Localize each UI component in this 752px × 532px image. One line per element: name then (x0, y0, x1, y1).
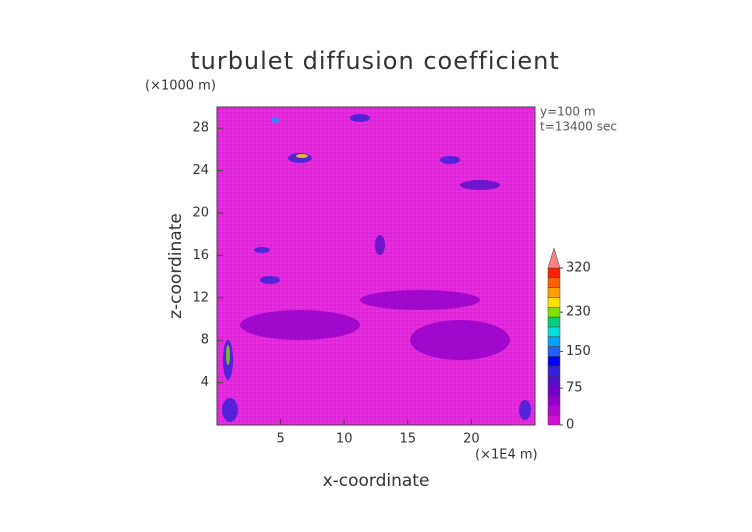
colorbar-segment (547, 375, 561, 386)
x-tick-label: 5 (276, 432, 284, 447)
y-tick-label: 20 (192, 206, 209, 221)
field-feature (519, 400, 531, 420)
colorbar-segment (547, 365, 561, 377)
x-tick-label: 15 (400, 432, 417, 447)
colorbar-segment (547, 336, 561, 347)
plot-frame (216, 106, 536, 426)
colorbar-segment (547, 395, 561, 406)
field-feature (226, 345, 230, 365)
field-feature (240, 310, 360, 340)
y-tick-label: 16 (192, 248, 209, 263)
colorbar-segment (547, 277, 561, 288)
y-tick-label: 12 (192, 290, 209, 305)
colorbar-tick-label: 230 (566, 305, 591, 320)
colorbar-tick-label: 320 (566, 261, 591, 276)
y-unit-label: (×1000 m) (145, 79, 216, 94)
heatmap-field (217, 107, 535, 425)
annotation: t=13400 sec (540, 120, 617, 134)
colorbar-segment (547, 316, 561, 328)
colorbar-segment (547, 346, 561, 357)
field-feature (375, 235, 385, 255)
y-tick-label: 8 (201, 333, 209, 348)
colorbar-segment (547, 385, 561, 396)
colorbar-tick-label: 0 (566, 418, 574, 433)
field-feature (260, 276, 280, 284)
y-tick-label: 4 (201, 375, 209, 390)
y-axis-label: z-coordinate (166, 213, 186, 319)
colorbar-tick-label: 150 (566, 344, 591, 359)
field-feature (254, 247, 270, 253)
field-feature (296, 154, 308, 158)
field-feature (222, 398, 238, 422)
x-tick-label: 10 (336, 432, 353, 447)
colorbar-segment (547, 326, 561, 337)
colorbar-segment (547, 356, 561, 367)
annotation: y=100 m (540, 105, 596, 119)
colorbar-segment (547, 414, 561, 426)
field-feature (271, 117, 279, 123)
field-feature (350, 114, 370, 122)
x-axis-label: x-coordinate (323, 471, 430, 491)
colorbar-segment (547, 267, 561, 279)
colorbar-segment (547, 307, 561, 318)
colorbar-extend (547, 247, 561, 269)
field-feature (440, 156, 460, 164)
x-tick-label: 20 (463, 432, 480, 447)
chart-title: turbulet diffusion coefficient (190, 47, 560, 75)
field-feature (460, 180, 500, 190)
colorbar-segment (547, 287, 561, 298)
y-tick-label: 24 (192, 163, 209, 178)
colorbar-segment (547, 297, 561, 308)
colorbar-segment (547, 405, 561, 416)
x-unit-label: (×1E4 m) (475, 448, 538, 463)
field-feature (410, 320, 510, 360)
field-feature (360, 290, 480, 310)
colorbar-tick-label: 75 (566, 381, 583, 396)
y-tick-label: 28 (192, 121, 209, 136)
